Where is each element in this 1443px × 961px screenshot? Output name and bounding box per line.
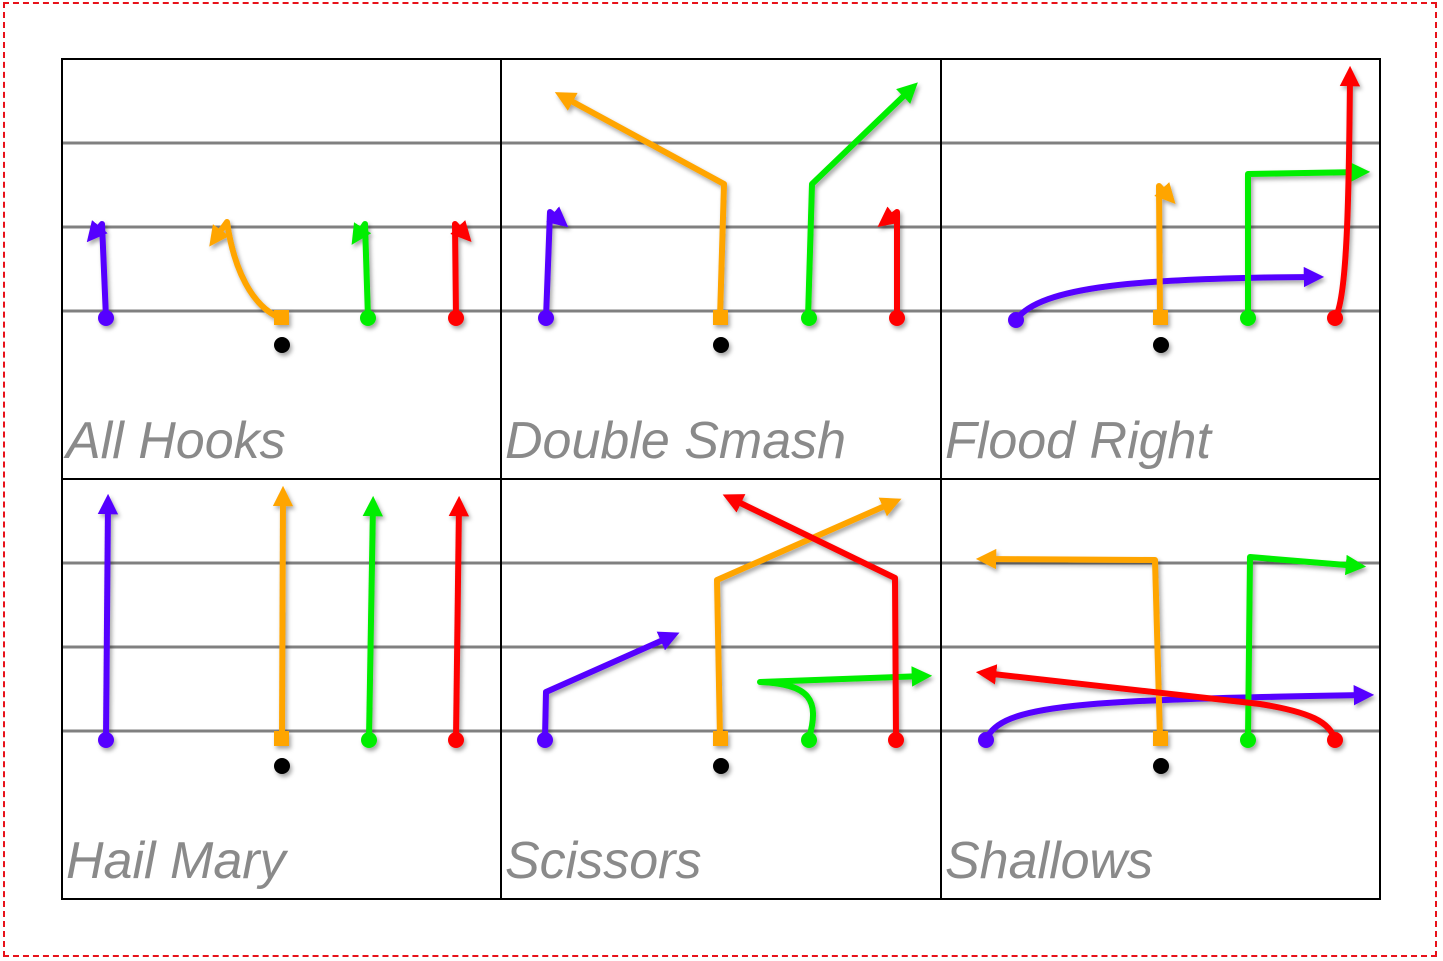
route-receiver-3 (1245, 554, 1367, 739)
grid-borders (61, 58, 1381, 900)
route-receiver-4 (722, 494, 899, 739)
route-receiver-2 (1154, 182, 1176, 319)
play-cell-all-hooks: All Hooks (62, 141, 500, 470)
receiver-3-marker (361, 732, 377, 748)
play-cell-shallows: Shallows (941, 548, 1380, 890)
ball-marker (274, 758, 290, 774)
receiver-1-marker (538, 310, 554, 326)
route-receiver-4 (877, 206, 900, 318)
receiver-3-marker (360, 310, 376, 326)
receiver-3-marker (801, 310, 817, 326)
play-title: Double Smash (505, 412, 846, 470)
receiver-4-marker (1327, 310, 1343, 326)
route-receiver-4 (450, 220, 472, 319)
route-receiver-4 (448, 495, 470, 739)
ball-marker (274, 337, 290, 353)
center-marker (713, 731, 728, 746)
receiver-1-marker (1008, 312, 1024, 328)
route-receiver-3 (757, 666, 933, 739)
page-frame (3, 2, 1437, 957)
receiver-4-marker (1327, 732, 1343, 748)
ball-marker (1153, 758, 1169, 774)
route-receiver-1 (97, 493, 119, 739)
play-title: Hail Mary (66, 832, 289, 890)
receiver-3-marker (1240, 732, 1256, 748)
receiver-1-marker (978, 732, 994, 748)
receiver-1-marker (98, 310, 114, 326)
center-marker (1153, 731, 1168, 746)
route-receiver-2 (272, 485, 294, 739)
receiver-1-marker (98, 732, 114, 748)
center-marker (274, 310, 289, 325)
route-receiver-2 (714, 497, 902, 739)
route-receiver-3 (362, 495, 383, 739)
route-receiver-1 (542, 631, 680, 739)
play-cell-flood-right: Flood Right (941, 65, 1380, 470)
center-marker (274, 731, 289, 746)
receiver-4-marker (888, 732, 904, 748)
route-receiver-1 (543, 206, 569, 319)
route-receiver-1 (983, 685, 1375, 742)
route-receiver-2 (209, 219, 282, 321)
receiver-3-marker (1240, 310, 1256, 326)
route-receiver-1 (1013, 266, 1325, 322)
play-title: Scissors (505, 832, 701, 890)
play-cell-double-smash: Double Smash (501, 82, 940, 470)
play-title: Shallows (945, 832, 1153, 890)
route-receiver-2 (975, 548, 1163, 739)
route-receiver-3 (351, 221, 372, 319)
receiver-4-marker (889, 310, 905, 326)
play-title: Flood Right (945, 412, 1213, 470)
play-cell-hail-mary: Hail Mary (62, 485, 500, 890)
route-receiver-1 (86, 220, 109, 319)
ball-marker (1153, 337, 1169, 353)
play-title: All Hooks (63, 412, 286, 470)
route-receiver-3 (1245, 162, 1371, 318)
ball-marker (713, 337, 729, 353)
route-receiver-4 (1332, 65, 1361, 320)
route-receiver-2 (554, 92, 727, 319)
receiver-1-marker (537, 732, 553, 748)
receiver-4-marker (448, 732, 464, 748)
receiver-4-marker (448, 310, 464, 326)
route-receiver-3 (805, 82, 918, 319)
ball-marker (713, 758, 729, 774)
receiver-3-marker (801, 732, 817, 748)
center-marker (713, 310, 728, 325)
center-marker (1153, 310, 1168, 325)
play-cell-scissors: Scissors (501, 494, 940, 890)
